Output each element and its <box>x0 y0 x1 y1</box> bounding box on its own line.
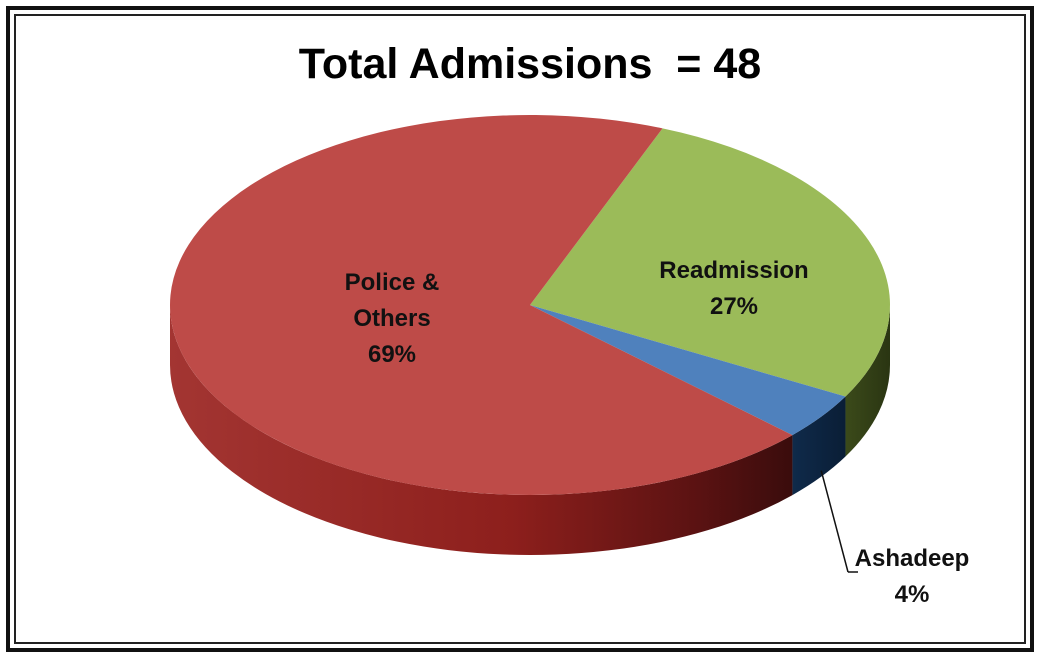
chart-inner-border <box>14 14 1026 644</box>
data-label-name: Police & <box>345 269 440 296</box>
data-label-name: Readmission <box>659 257 808 284</box>
data-label-percent: 4% <box>895 581 930 608</box>
pie-side-readmission <box>845 305 890 457</box>
data-label-percent: 27% <box>710 293 758 320</box>
pie-slice-ashadeep <box>530 305 846 436</box>
data-label-percent: 69% <box>368 341 416 368</box>
data-label-name: Ashadeep <box>855 545 970 572</box>
pie-slice-readmission <box>530 128 891 397</box>
chart-title: Total Admissions = 48 <box>298 40 762 88</box>
leader-line-ashadeep <box>820 470 849 573</box>
pie-side-ashadeep <box>792 396 846 496</box>
pie-slice-police-others <box>170 114 793 495</box>
pie-side-police-others <box>170 305 793 555</box>
data-label-name: Others <box>353 305 430 332</box>
